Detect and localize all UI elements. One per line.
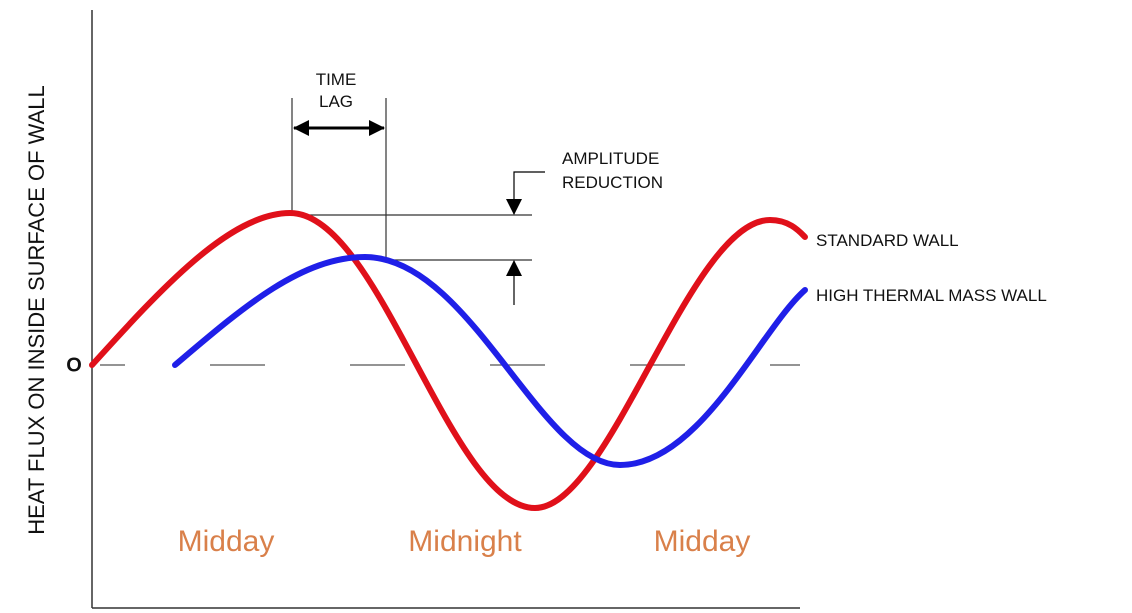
amplitude-label: AMPLITUDE: [562, 149, 659, 168]
standard-wall-curve: [89, 209, 808, 512]
y-axis-label: HEAT FLUX ON INSIDE SURFACE OF WALL: [24, 85, 49, 534]
zero-label: O: [66, 354, 82, 376]
time-lag-label: LAG: [319, 92, 353, 111]
curve-label: HIGH THERMAL MASS WALL: [816, 286, 1047, 305]
time-label: Midday: [654, 525, 751, 558]
time-label: Midday: [178, 525, 275, 558]
curve-label: STANDARD WALL: [816, 231, 959, 250]
amplitude-label: REDUCTION: [562, 173, 663, 192]
time-label: Midnight: [408, 525, 522, 558]
amp-arrow: [506, 171, 545, 215]
thermal-mass-curve: [172, 253, 808, 469]
time-lag-label: TIME: [316, 70, 357, 89]
